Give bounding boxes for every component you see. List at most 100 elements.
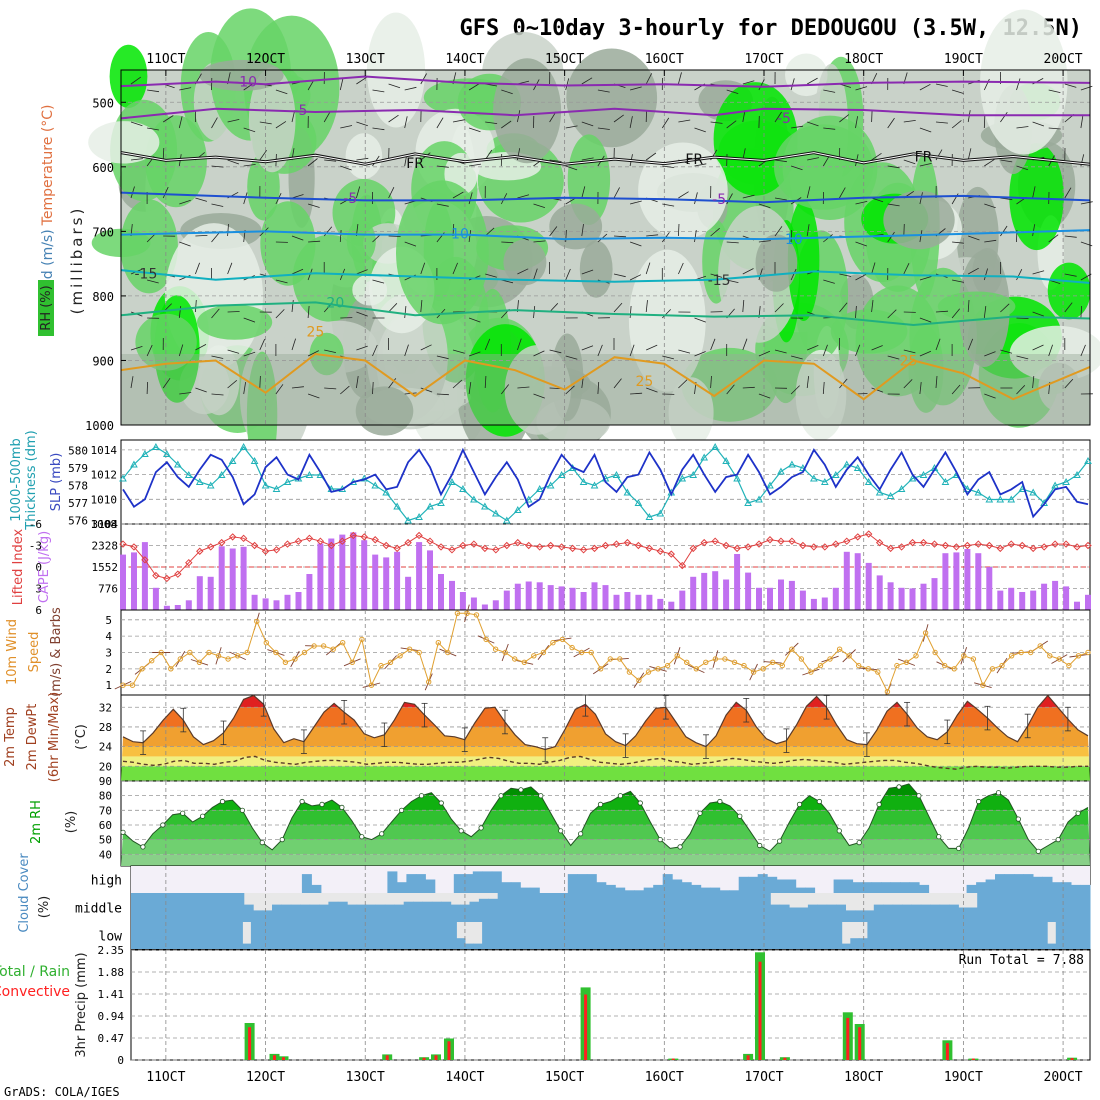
isotherm-label-7: -5	[712, 192, 726, 208]
wind-barb-48	[211, 203, 224, 207]
cloud-cell-low-86	[867, 922, 877, 949]
cloud-cell-low-60	[644, 922, 654, 949]
cloud-cell-high-41	[520, 887, 531, 893]
cape-bar-87	[1074, 601, 1080, 610]
wind-barb-429	[887, 309, 897, 319]
wind-barb-422	[871, 387, 884, 393]
cloud-cell-high-70	[795, 887, 806, 893]
wind-barb-101	[307, 158, 318, 167]
cloud-cell-low-92	[918, 922, 928, 949]
wind-barb-492	[1000, 303, 1010, 313]
cloud-cell-low-97	[961, 922, 971, 949]
dewpt2m-ylabel: 2m DewPt	[25, 704, 40, 771]
cloud-cell-middle-99	[1061, 893, 1072, 922]
cloud-cell-low-65	[687, 922, 697, 949]
cloud-cell-middle-9	[215, 893, 226, 922]
wind-barb-351	[758, 79, 765, 91]
wind-barb-345	[742, 194, 755, 199]
cloud-cell-high-83	[919, 884, 930, 893]
wind-barb-174	[436, 203, 449, 207]
cloud-cell-low-78	[798, 922, 808, 949]
cloud-cell-low-28	[370, 922, 380, 949]
cloud-cell-low-93	[927, 922, 937, 949]
thickness-marker-86	[1062, 477, 1070, 485]
wind10m-marker-81	[894, 662, 900, 669]
cloud-cell-low-74	[764, 922, 774, 949]
wind-barb-219	[517, 194, 530, 199]
cape-bar-61	[788, 580, 795, 610]
cape-bar-75	[942, 553, 949, 610]
wind-barb-251	[565, 385, 575, 395]
wind-barb-399	[839, 187, 846, 199]
thickness-marker-5	[173, 460, 182, 468]
cloud-cell-middle-12	[243, 904, 254, 922]
wind-barb-517	[1048, 234, 1059, 243]
wind-barb-303	[662, 309, 671, 319]
wind-barb-97	[291, 338, 296, 351]
upper-air-ylabel: Wind (m/s)Temperature (°C)	[40, 104, 56, 305]
precip-convective-bar-14	[945, 1043, 949, 1060]
li-marker-42	[579, 546, 588, 554]
wind-barb-228	[533, 203, 546, 208]
cloud-cell-low-5	[173, 922, 183, 949]
wind-barb-133	[356, 345, 368, 351]
wind-barb-217	[517, 110, 521, 123]
cloud-cell-low-105	[1030, 922, 1040, 949]
cloud-cell-high-71	[805, 887, 816, 893]
rh-blob-109	[346, 219, 376, 263]
thickness-marker-79	[985, 495, 994, 503]
rh-blob-61	[567, 134, 611, 225]
cloud-cell-high-31	[425, 879, 436, 893]
wind-barb-293	[645, 262, 651, 275]
wind10m-marker-33	[435, 640, 441, 646]
cape-bar-58	[756, 587, 762, 610]
wind-barb-473	[968, 267, 979, 275]
cloud-cell-middle-59	[685, 893, 696, 922]
rh-blob-141	[755, 234, 798, 292]
rh2m-marker-92	[1035, 848, 1041, 854]
cloud-cell-middle-5	[178, 893, 188, 922]
wind-barb-148	[388, 235, 401, 237]
wind10m-marker-70	[789, 646, 795, 652]
wind10m-marker-38	[483, 636, 489, 643]
wind10m-marker-83	[913, 653, 919, 659]
cape-bar-80	[997, 590, 1004, 610]
thickness-tick-1: 577	[68, 497, 88, 510]
wind-barb-475	[967, 338, 974, 351]
wind-barb-449	[919, 382, 922, 395]
cape-bar-51	[679, 590, 686, 610]
cloud-cell-middle-4	[168, 893, 179, 922]
isotherm-label-9: 10	[785, 232, 803, 248]
cloud-cell-low-90	[901, 922, 911, 949]
cloud-cell-high-18	[301, 874, 312, 893]
wind-barb-59	[227, 262, 233, 275]
cape-bar-64	[821, 597, 828, 610]
cape-bar-28	[427, 550, 433, 610]
thickness-marker-67	[853, 463, 862, 471]
pressure-tick-label-3: 800	[92, 290, 114, 304]
wind-barb-514	[1048, 127, 1061, 130]
cloud-cell-low-53	[584, 922, 594, 949]
wind10m-marker-78	[865, 666, 871, 672]
rh2m-marker-50	[617, 793, 624, 799]
cloud-cell-high-19	[311, 884, 322, 893]
li-marker-47	[634, 541, 643, 550]
rh-blob-0	[579, 240, 613, 298]
rh-blob-104	[345, 133, 383, 180]
run-total-value: 7.88	[1053, 953, 1084, 968]
wind-barb-434	[903, 159, 916, 165]
isotherm-1	[120, 107, 1090, 120]
thickness-marker-53	[700, 453, 709, 461]
cape-bar-5	[174, 605, 181, 610]
li-marker-67	[854, 533, 862, 541]
cloud-cell-middle-33	[441, 901, 452, 922]
wind10m-marker-91	[989, 666, 996, 672]
wind10m-marker-80	[884, 689, 891, 695]
wind10m-marker-54	[636, 677, 642, 683]
isotherm-label-4: FR	[685, 152, 703, 168]
wind-barb-245	[565, 165, 578, 171]
cloud-cell-low-83	[841, 943, 851, 949]
cloud-cell-middle-91	[986, 893, 997, 922]
wind-barb-207	[501, 89, 513, 95]
